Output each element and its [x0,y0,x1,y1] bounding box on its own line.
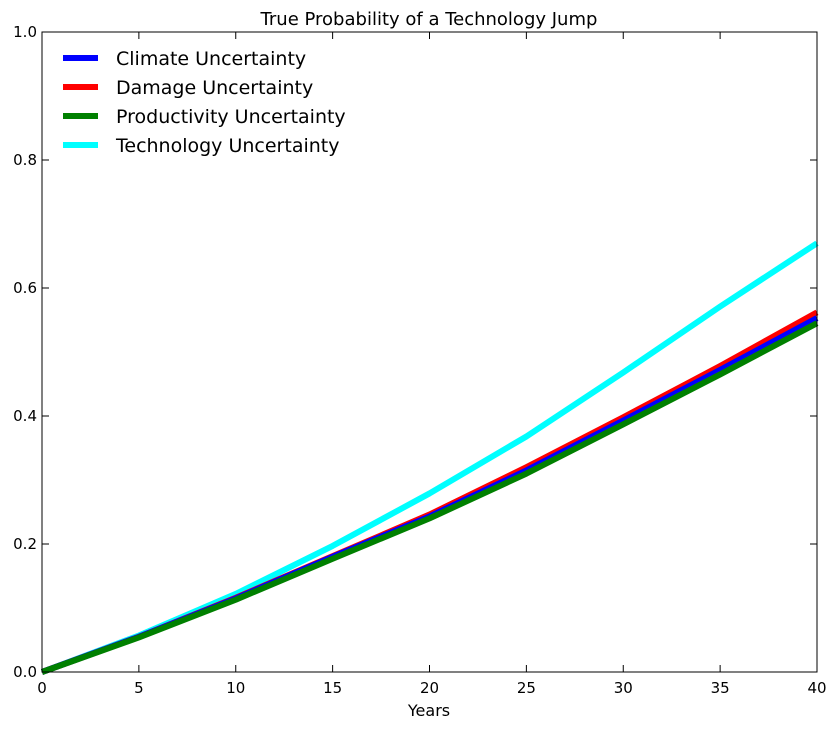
y-tick-label: 0.8 [13,151,37,169]
x-tick-label: 40 [807,679,826,697]
chart-title: True Probability of a Technology Jump [260,9,598,30]
y-tick-label: 0.2 [13,535,37,553]
x-tick-label: 35 [711,679,730,697]
x-tick-label: 30 [614,679,633,697]
x-tick-label: 20 [420,679,439,697]
y-tick-label: 1.0 [13,23,37,41]
series-line-productivity-uncertainty [40,320,819,675]
x-tick-label: 0 [37,679,47,697]
legend-label: Damage Uncertainty [116,77,313,99]
y-tick-label: 0.6 [13,279,37,297]
x-axis-label: Years [407,701,450,720]
y-tick-label: 0.0 [13,663,37,681]
y-tick-label: 0.4 [13,407,37,425]
x-tick-label: 10 [226,679,245,697]
tick-layer: 0 5 10 15 20 25 30 35 40 0.0 0.2 0.4 0.6 0.8 1.0 [13,23,826,697]
legend-label: Technology Uncertainty [115,135,339,157]
legend: Climate Uncertainty Damage Uncertainty Pro… [63,48,346,157]
x-tick-label: 25 [517,679,536,697]
plot-area [42,32,817,672]
series-layer [40,240,819,675]
legend-label: Productivity Uncertainty [116,106,346,128]
legend-label: Climate Uncertainty [116,48,306,70]
x-tick-label: 5 [134,679,144,697]
x-tick-label: 15 [323,679,342,697]
